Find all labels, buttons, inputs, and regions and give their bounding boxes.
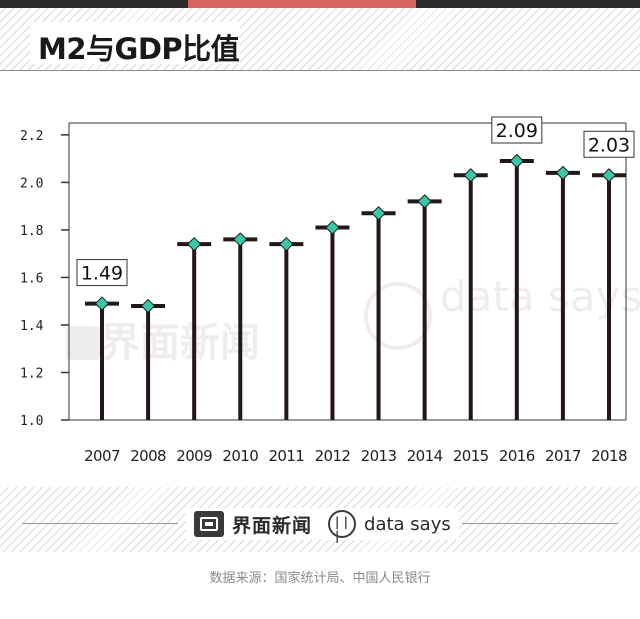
header-divider [0,70,640,71]
x-tick-label: 2007 [84,447,120,465]
footer-brand: 界面新闻 data says [186,508,459,543]
top-bar-dark-right [416,0,640,8]
x-tick-label: 2009 [176,447,212,465]
y-tick-label: 1.4 [20,319,44,334]
data-source: 数据来源：国家统计局、中国人民银行 [209,571,431,586]
annotation-box [583,130,635,158]
x-tick-label: 2015 [453,447,489,465]
x-tick-label: 2018 [591,447,627,465]
top-bar-accent [188,0,416,8]
data-point [279,236,294,252]
data-point [186,236,202,252]
footer-right-rule [462,523,618,524]
x-tick-label: 2017 [545,447,581,465]
x-tick-label: 2014 [407,447,443,465]
axes-layer: 1.0 1.2 1.4 1.6 1.8 2.0 2.2 2007 2008 2009 2010 201… [20,122,628,465]
data-point [233,232,248,247]
x-tick-label: 2010 [222,447,258,465]
data-point [371,206,386,221]
watermark-jiemian: 界面新闻 [100,320,260,366]
footer-secondary-brand: data says [364,513,451,535]
y-tick-label: 1.6 [20,271,43,286]
x-tick-label: 2012 [315,447,351,465]
lollipop-chart: 界面新闻 data says 1.0 1.2 1.4 1.6 1.8 2.0 2.2 2007 2… [20,116,640,465]
y-tick-label: 2.2 [20,129,43,144]
jiemian-logo-icon [194,511,224,537]
data-point [555,165,571,181]
data-point [417,194,432,209]
footer-brand-name: 界面新闻 [232,514,313,537]
top-bar-dark-left [0,0,188,8]
y-tick-label: 2.0 [20,176,43,191]
footer-left-rule [22,523,178,524]
x-tick-label: 2016 [499,447,535,465]
data-point [140,298,156,314]
data-point [325,220,340,235]
y-tick-label: 1.0 [20,414,43,429]
x-tick-label: 2013 [361,447,397,465]
data-point [601,168,617,183]
annotation-label: 1.49 [81,263,123,285]
watermark-jiemian-icon [66,326,100,360]
y-tick-label: 1.2 [20,366,43,381]
annotation-box [76,259,128,287]
annotation-label: 2.03 [588,134,630,156]
y-tick-label: 1.8 [20,224,43,239]
watermark-datasays-icon [364,282,432,350]
page-title: M2与GDP比值 [38,32,240,66]
x-tick-label: 2011 [268,447,304,465]
annotation-box [491,116,543,144]
marks-layer: 1.49 2.09 2.03 [76,116,635,420]
watermark-datasays: data says [440,272,640,321]
watermark-layer: 界面新闻 data says [66,272,640,366]
x-tick-label: 2008 [130,447,166,465]
annotation-label: 2.09 [496,120,538,142]
top-color-bar [0,0,640,8]
title-background [30,22,240,64]
data-point [94,296,110,311]
data-point [463,168,478,183]
data-point [509,153,525,169]
datasays-logo-icon [328,510,357,543]
